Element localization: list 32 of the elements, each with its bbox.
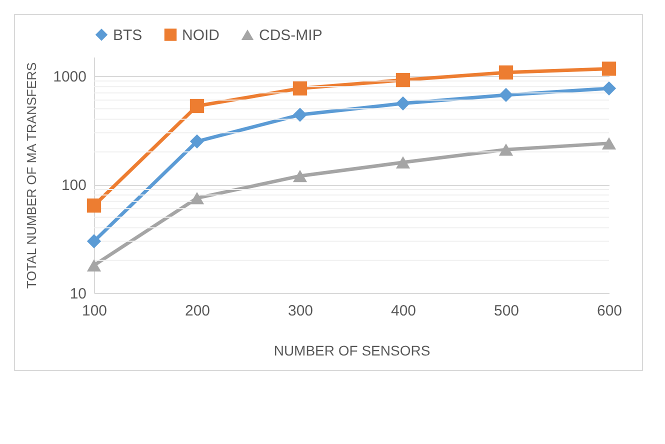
point [602,137,616,150]
legend-label: BTS [113,26,142,44]
point [190,134,204,148]
x-tick-label: 600 [596,302,622,320]
point [396,156,410,169]
point [602,62,616,76]
x-tick-label: 200 [184,302,210,320]
y-tick-label: 1000 [53,68,86,86]
point [292,170,308,182]
legend-label: NOID [182,26,220,44]
point [190,98,204,114]
point [292,108,308,122]
y-axis-title: TOTAL NUMBER OF MA TRANSFERS [24,62,40,289]
point [396,72,410,88]
legend-label: CDS-MIP [259,26,322,44]
x-tick-label: 300 [288,302,314,320]
point [498,65,514,80]
point [602,81,616,96]
x-tick-label: 400 [390,302,416,320]
point [498,143,514,156]
point [292,81,308,96]
x-axis-title: NUMBER OF SENSORS [274,342,430,358]
x-tick-label: 500 [494,302,520,320]
point [498,88,514,102]
point [396,96,410,110]
x-tick-label: 100 [82,302,108,320]
point [190,192,204,204]
point [86,259,102,272]
point [86,198,102,213]
y-tick-label: 100 [61,177,86,194]
y-tick-label: 10 [70,286,86,302]
point [86,234,102,248]
